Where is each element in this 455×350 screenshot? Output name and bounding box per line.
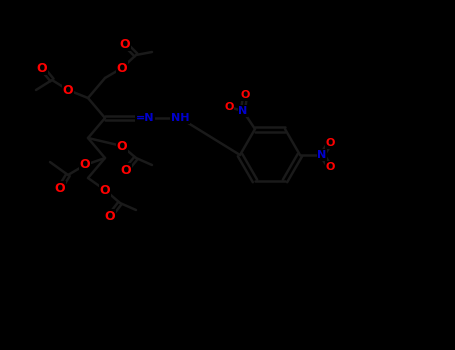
Text: O: O [55,182,66,195]
Text: O: O [37,62,47,75]
Text: O: O [116,140,127,153]
Text: O: O [325,162,335,172]
Text: O: O [105,210,115,223]
Text: O: O [224,102,234,112]
Text: O: O [116,62,127,75]
Text: O: O [63,84,73,97]
Text: N: N [318,150,327,160]
Text: O: O [100,183,110,196]
Text: O: O [240,90,250,100]
Text: N: N [238,106,248,116]
Text: NH: NH [171,113,189,123]
Text: O: O [325,138,335,148]
Text: O: O [80,159,90,172]
Text: O: O [121,163,131,176]
Text: =N: =N [136,113,154,123]
Text: O: O [120,37,130,50]
